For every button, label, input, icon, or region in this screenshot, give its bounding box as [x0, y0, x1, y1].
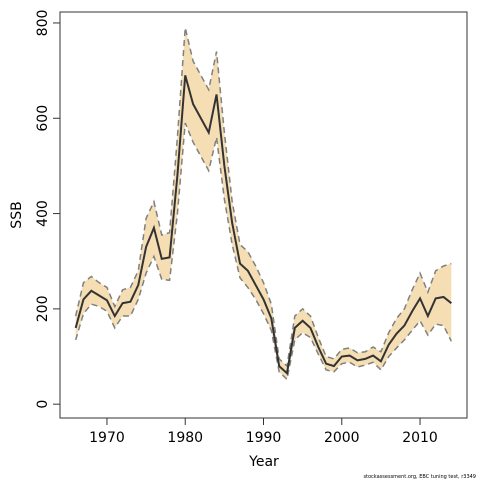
- y-tick-label: 800: [35, 10, 51, 37]
- y-axis-label: SSB: [9, 201, 25, 228]
- y-tick-label: 600: [35, 105, 51, 132]
- plot-frame: [59, 11, 468, 419]
- upper-bound: [74, 27, 452, 368]
- x-tick-label: 1990: [246, 430, 282, 446]
- x-tick-label: 2000: [324, 430, 360, 446]
- lower-bound: [74, 122, 453, 381]
- y-tick-label: 400: [35, 200, 51, 227]
- x-tick-label: 2010: [402, 430, 438, 446]
- line: [74, 75, 452, 376]
- confidence-band: [75, 27, 452, 380]
- x-tick-label: 1980: [167, 430, 203, 446]
- y-tick-label: 200: [35, 296, 51, 323]
- annotation: stockassessment.org, EBC tuning test, r3…: [363, 474, 476, 480]
- x-axis-label: Year: [248, 454, 279, 470]
- x-tick-label: 1970: [89, 430, 125, 446]
- y-tick-label: 0: [35, 400, 51, 409]
